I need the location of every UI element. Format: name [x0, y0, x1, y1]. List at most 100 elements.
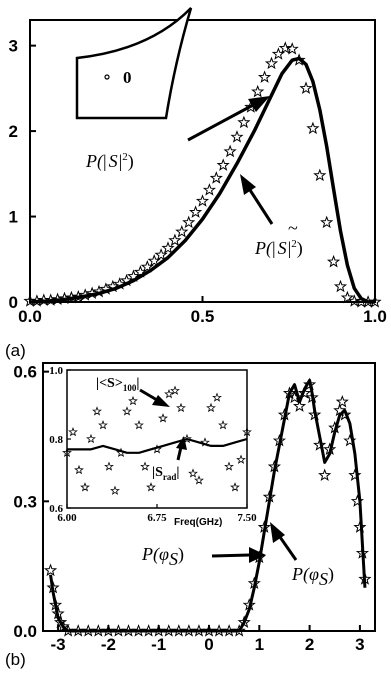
inset-star-point — [194, 475, 204, 485]
phi-label-right-phi: φ — [309, 564, 319, 584]
panel-a-star-point — [320, 215, 334, 229]
inset-star-point — [128, 395, 138, 406]
inset-xlabel: Freq(GHz) — [174, 517, 222, 528]
panel-b-xtick-label: 2 — [305, 635, 314, 654]
panel-a-xtick-label: 1.0 — [363, 307, 387, 326]
panel-a-star-point — [278, 41, 292, 54]
panel-a-star-point — [168, 233, 182, 247]
inset-star-point — [146, 482, 156, 492]
curve-label-stilde-close: ) — [297, 238, 303, 259]
curve-label-s-bar1: | — [103, 151, 107, 171]
arrow-s-head — [248, 96, 270, 112]
inset-frame — [66, 369, 248, 509]
panel-b-star-point — [91, 624, 105, 637]
panel-b-xtick-label: -2 — [101, 635, 116, 654]
panel-b-star-point — [121, 624, 136, 637]
inset-arrow-rad-shaft — [176, 446, 183, 461]
inset-star-point — [176, 402, 186, 413]
curve-label-s-exp: 2 — [122, 151, 128, 163]
panel-a-star-point — [340, 290, 354, 304]
panel-b-star-point — [142, 624, 156, 637]
curve-label-stilde-bar1: | — [272, 238, 276, 258]
panel-b-frame — [42, 362, 376, 632]
panel-b-star-point — [81, 624, 95, 637]
inset-ytick-label: 0.8 — [49, 434, 63, 446]
inset-arrow-avg-head — [152, 395, 170, 407]
svg-text:P(φS): P(φS) — [141, 544, 184, 569]
panel-a-star-point — [271, 47, 285, 60]
phi-label-left-close: ) — [178, 544, 184, 565]
panel-b-tick-labels: -3 -2 -1 0 1 2 3 0.0 0.3 0.6 — [13, 363, 364, 654]
inset-star-point — [98, 420, 108, 430]
svg-text:P(|S|2): P(| S|2) — [254, 238, 303, 259]
inset-star-point — [86, 433, 96, 444]
panel-b: -3 -2 -1 0 1 2 30.00.30.6 P(φS) P(φS) 6.00 6.75… — [5, 362, 376, 669]
phi-label-left-p: P( — [141, 544, 160, 565]
panel-a-solid-curve — [29, 56, 375, 304]
inset-plot: 6.00 6.75 7.500.60.81.0 Freq(GHz) |<S>100|… — [49, 365, 257, 528]
inset-ytick-label: 1.0 — [49, 365, 63, 377]
panel-b-star-point — [43, 563, 58, 577]
inset-avg-label: |<S>100| — [96, 376, 139, 393]
panel-b-star-point — [313, 438, 327, 451]
curve-label-s-s: S — [109, 151, 118, 171]
inset-rad-label: |Srad| — [152, 465, 179, 482]
panel-b-star-point — [182, 624, 196, 637]
inset-rad-label-main: |S — [152, 465, 163, 480]
panel-a-star-point — [154, 248, 168, 261]
panel-b-xtick-label: -3 — [51, 635, 66, 654]
inset-star-point — [68, 426, 78, 437]
panel-b-star-point — [335, 394, 349, 408]
curve-label-stilde-p: P( — [254, 238, 273, 259]
inset-avg-label-sub: 100 — [123, 383, 137, 393]
billiard-inset: 0 — [75, 7, 193, 120]
phi-label-left: P(φS) — [141, 544, 184, 569]
panel-b-star-point — [202, 624, 216, 637]
inset-star-point — [92, 406, 102, 416]
inset-star-point — [134, 420, 144, 430]
svg-text:P(|S|2): P(| S|2) — [85, 151, 134, 172]
panel-a-star-point — [347, 294, 361, 307]
panel-b-star-point — [350, 494, 364, 507]
panel-a-star-point — [195, 194, 210, 207]
panel-b-ytick-label: 0.3 — [13, 492, 37, 511]
panel-a-ytick-label: 2 — [9, 122, 18, 141]
panel-b-star-point — [111, 624, 126, 637]
curve-label-stilde-exp: 2 — [291, 238, 297, 250]
panel-a-star-point — [264, 56, 279, 70]
inset-series — [62, 385, 252, 495]
panel-a-star-point — [182, 215, 196, 229]
panel-b-xtick-label: 3 — [355, 635, 364, 654]
panel-a-star-point — [175, 225, 189, 238]
panel-a-star-point — [209, 171, 223, 184]
inset-star-point — [164, 389, 174, 399]
panel-a-ytick-label: 3 — [9, 37, 18, 56]
svg-text:|<S>100|: |<S>100| — [96, 376, 139, 393]
curve-label-s-p: P( — [85, 151, 104, 172]
curve-label-stilde-bar2: | — [288, 238, 292, 258]
panel-a-star-point — [258, 70, 272, 83]
panel-b-star-point — [232, 624, 246, 637]
panel-a-star-point — [285, 42, 299, 55]
panel-b-star-point — [162, 624, 176, 637]
arrow-phi-right-head — [270, 522, 285, 543]
panel-b-star-point — [297, 386, 312, 399]
phi-label-left-sub: S — [169, 549, 178, 569]
panel-b-ytick-label: 0.6 — [13, 363, 37, 382]
arrow-s-shaft — [187, 102, 256, 142]
inset-rad-label-close: | — [176, 465, 179, 480]
panel-b-label: (b) — [5, 650, 26, 669]
phi-label-right-close: ) — [328, 564, 334, 585]
svg-text:P(φS): P(φS) — [291, 564, 334, 589]
inset-star-point — [230, 482, 240, 492]
panel-a-star-point — [237, 115, 251, 129]
panel-a-star-point — [368, 295, 382, 308]
inset-star-point — [218, 420, 228, 430]
panel-b-star-point — [101, 624, 115, 637]
panel-a-star-point — [189, 205, 203, 218]
inset-star-point — [104, 461, 114, 471]
arrow-stilde-head — [240, 174, 256, 195]
inset-avg-label-close: | — [136, 376, 139, 391]
curve-label-s-bar2: | — [119, 151, 123, 171]
